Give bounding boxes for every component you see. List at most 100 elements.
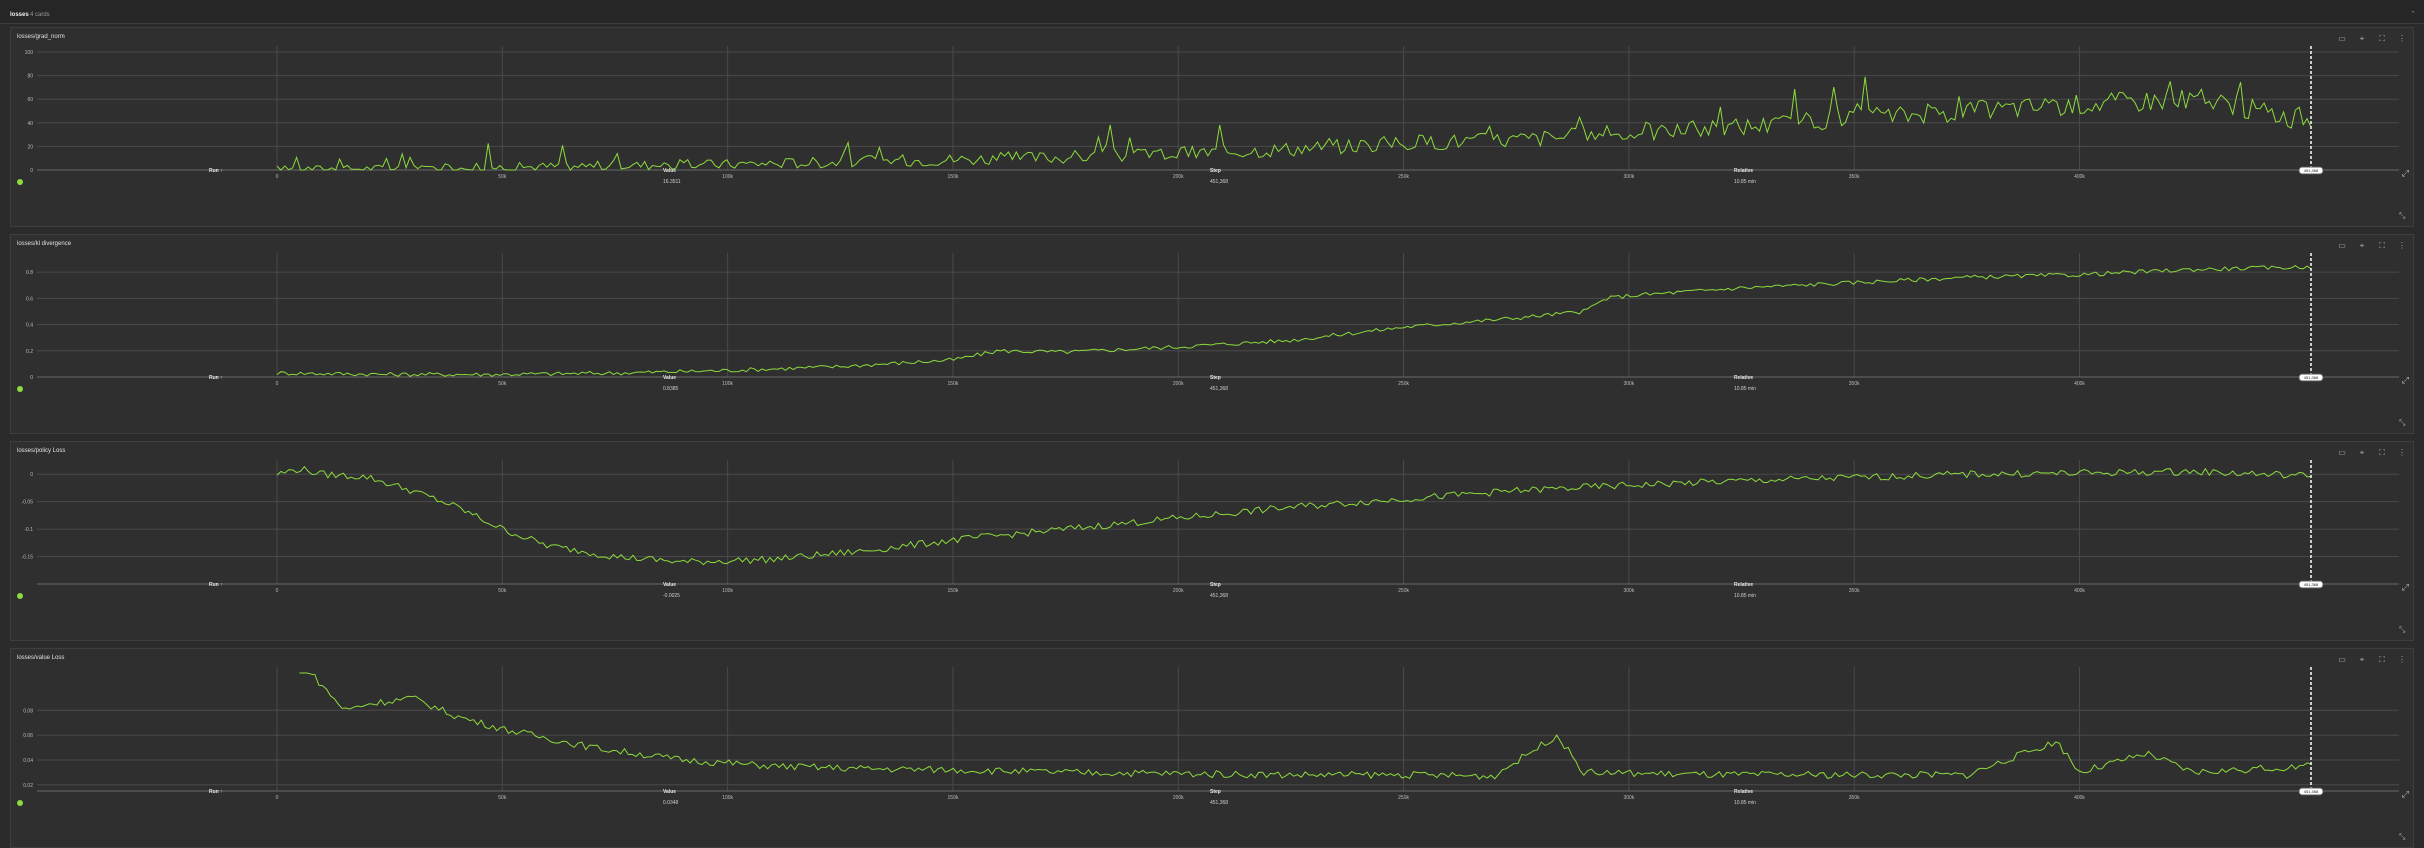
x-tick-label: 50k [498,588,507,594]
y-tick-label: 0.4 [26,323,33,329]
y-tick-label: -0.15 [22,555,34,561]
resize-icon[interactable]: ⤡ [2399,211,2406,220]
chart-svg: 0.02 0.04 0.06 0.08 0 50k 100k 150k 200k 250k 300k… [23,667,2399,801]
expand-chart-icon[interactable]: ⤢ [2401,582,2409,592]
more-vert-icon[interactable]: ⋮ [2398,34,2406,43]
more-vert-icon[interactable]: ⋮ [2398,241,2406,250]
col-header-relative[interactable]: Relative [1734,582,1754,588]
cursor-step-badge [2298,166,2324,175]
pin-icon[interactable]: ⌖ [2359,241,2365,250]
resize-icon[interactable]: ⤡ [2399,418,2406,427]
y-tick-label: 0.2 [26,349,33,355]
y-tick-label: 0 [30,472,33,478]
run-color-dot[interactable] [17,179,23,185]
pin-icon[interactable]: ⌖ [2359,655,2365,664]
col-header-run[interactable]: Run ↑ [209,375,223,381]
line-chart[interactable]: 0 20 40 60 80 100 0 50k 100k 150k 200k 250k 300k 350k… [11,44,2415,180]
col-value-relative: 10.85 min [1734,593,1756,599]
x-tick-label: 300k [1623,174,1634,180]
col-header-value[interactable]: Value [663,582,677,588]
cursor-step-badge [2298,787,2324,796]
col-header-relative[interactable]: Relative [1734,789,1754,795]
col-header-value[interactable]: Value [663,168,677,174]
group-title: losses [10,12,29,18]
col-header-step[interactable]: Step [1210,168,1221,174]
line-chart[interactable]: 0 0.2 0.4 0.6 0.8 0 50k 100k 150k 200k 250k 300k 350… [11,251,2415,387]
col-header-run[interactable]: Run ↑ [209,789,223,795]
fit-domain-icon[interactable]: ▭ [2338,241,2346,250]
y-tick-label: 0.6 [26,296,33,302]
group-count: 4 cards [30,12,50,18]
more-vert-icon[interactable]: ⋮ [2398,655,2406,664]
x-tick-label: 250k [1398,588,1409,594]
x-tick-label: 150k [948,588,959,594]
col-value-value: -0.0025 [663,593,680,599]
scalar-card: losses/grad_norm ▭ ⌖ ⛶ ⋮ 0 20 40 60 80 100 0 50k 100k… [10,27,2414,227]
collapse-icon[interactable]: ⌃ [2410,11,2416,18]
run-color-dot[interactable] [17,593,23,599]
y-tick-label: 80 [27,74,33,80]
run-color-dot[interactable] [17,800,23,806]
more-vert-icon[interactable]: ⋮ [2398,448,2406,457]
y-tick-label: 0 [30,375,33,381]
cursor-step-badge [2298,373,2324,382]
run-color-dot[interactable] [17,386,23,392]
x-tick-label: 0 [276,588,279,594]
fullscreen-icon[interactable]: ⛶ [2379,241,2385,250]
y-tick-label: 60 [27,97,33,103]
scalar-card: losses/policy Loss ▭ ⌖ ⛶ ⋮ 0 -0.05 -0.1 -0.15 0 50… [10,441,2414,641]
col-header-step[interactable]: Step [1210,375,1221,381]
x-tick-label: 150k [948,381,959,387]
col-header-relative[interactable]: Relative [1734,168,1754,174]
fit-domain-icon[interactable]: ▭ [2338,448,2346,457]
x-tick-label: 400k [2074,174,2085,180]
x-tick-label: 400k [2074,381,2085,387]
col-header-run[interactable]: Run ↑ [209,582,223,588]
col-value-relative: 10.85 min [1734,800,1756,806]
x-tick-label: 350k [1849,381,1860,387]
col-header-value[interactable]: Value [663,375,677,381]
expand-chart-icon[interactable]: ⤢ [2401,375,2409,385]
expand-chart-icon[interactable]: ⤢ [2401,789,2409,799]
fullscreen-icon[interactable]: ⛶ [2379,34,2385,43]
col-value-value: 16.3511 [663,179,681,185]
cursor-step-label: 451,368 [2304,375,2319,380]
chart-svg: 0 -0.05 -0.1 -0.15 0 50k 100k 150k 200k 250k 300k 3… [22,460,2399,594]
x-tick-label: 200k [1173,174,1184,180]
pin-icon[interactable]: ⌖ [2359,34,2365,43]
fullscreen-icon[interactable]: ⛶ [2379,655,2385,664]
col-header-run[interactable]: Run ↑ [209,168,223,174]
col-header-relative[interactable]: Relative [1734,375,1754,381]
x-tick-label: 0 [276,795,279,801]
col-header-step[interactable]: Step [1210,789,1221,795]
series-line [299,672,2312,780]
line-chart[interactable]: 0 -0.05 -0.1 -0.15 0 50k 100k 150k 200k 250k 300k 3… [11,458,2415,594]
resize-icon[interactable]: ⤡ [2399,832,2406,841]
line-chart[interactable]: 0.02 0.04 0.06 0.08 0 50k 100k 150k 200k 250k 300k… [11,665,2415,801]
card-title: losses/kl divergence [17,241,72,247]
col-value-step: 451,368 [1210,179,1229,185]
group-header[interactable]: losses 4 cards ⌃ [0,0,2424,24]
y-tick-label: 0 [30,168,33,174]
expand-chart-icon[interactable]: ⤢ [2401,168,2409,178]
fit-domain-icon[interactable]: ▭ [2338,34,2346,43]
y-tick-label: -0.1 [24,527,33,533]
x-tick-label: 100k [722,795,733,801]
x-tick-label: 0 [276,381,279,387]
chart-svg: 0 20 40 60 80 100 0 50k 100k 150k 200k 250k 300k 350k… [25,46,2399,180]
col-header-step[interactable]: Step [1210,582,1221,588]
fullscreen-icon[interactable]: ⛶ [2379,448,2385,457]
col-header-value[interactable]: Value [663,789,677,795]
col-value-value: 0.8385 [663,386,679,392]
x-tick-label: 300k [1623,795,1634,801]
col-value-step: 451,368 [1210,800,1229,806]
x-tick-label: 300k [1623,381,1634,387]
resize-icon[interactable]: ⤡ [2399,625,2406,634]
fit-domain-icon[interactable]: ▭ [2338,655,2346,664]
pin-icon[interactable]: ⌖ [2359,448,2365,457]
x-tick-label: 350k [1849,588,1860,594]
series-line [276,465,2312,566]
chart-svg: 0 0.2 0.4 0.6 0.8 0 50k 100k 150k 200k 250k 300k 350… [26,253,2399,387]
x-tick-label: 350k [1849,795,1860,801]
series-line [276,76,2312,171]
